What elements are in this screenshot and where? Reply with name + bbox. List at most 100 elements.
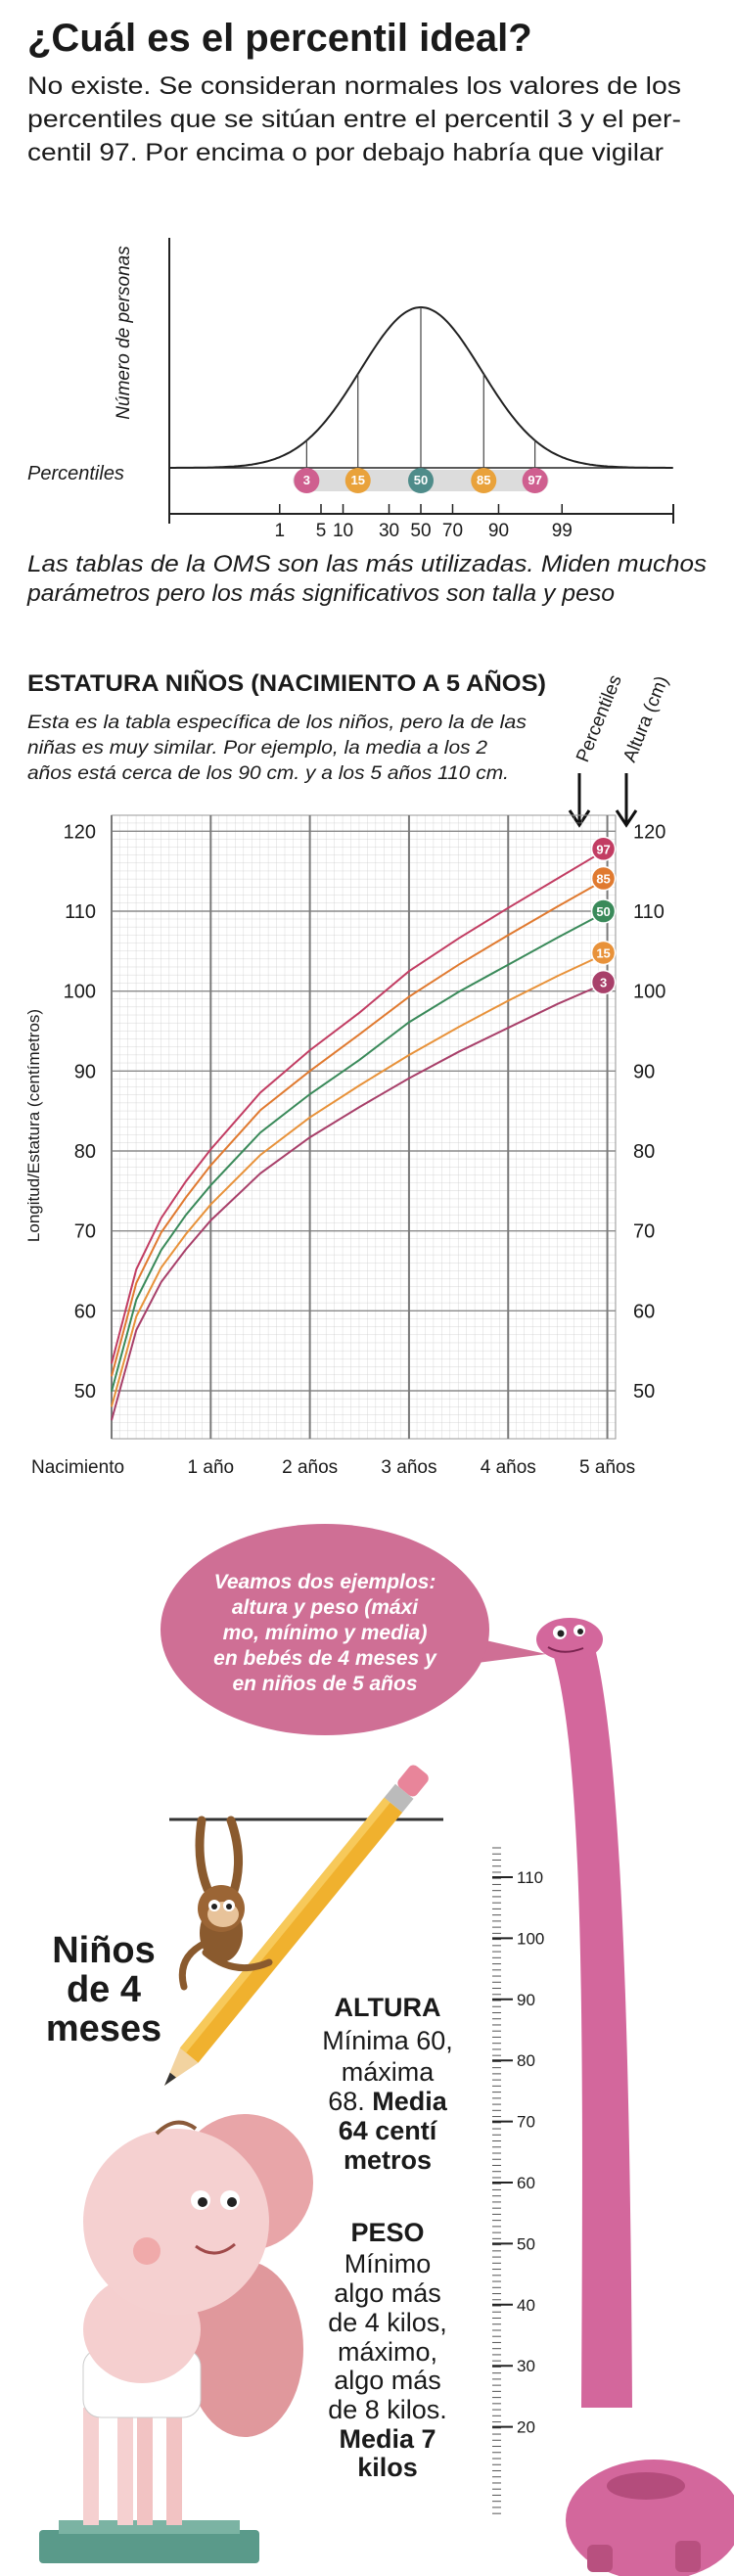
section-heading: meses bbox=[46, 2008, 161, 2049]
series-line bbox=[111, 910, 609, 1393]
chart-title: ESTATURA NIÑOS (NACIMIENTO A 5 AÑOS) bbox=[27, 669, 546, 697]
x-tick-label: 4 años bbox=[481, 1457, 536, 1478]
y-tick-label-right: 60 bbox=[633, 1301, 655, 1322]
series-name: 85 bbox=[596, 872, 610, 887]
description-line: años está cerca de los 90 cm. y a los 5 … bbox=[27, 763, 509, 784]
bubble-line: altura y peso (máxi bbox=[232, 1596, 419, 1619]
peso-heading: PESO bbox=[350, 2218, 424, 2247]
y-tick-label-right: 110 bbox=[633, 901, 665, 923]
band-label: Percentiles bbox=[27, 463, 124, 484]
caption-line: parámetros pero los más significativos s… bbox=[26, 580, 615, 607]
subtitle-line: No existe. Se consideran normales los va… bbox=[27, 72, 681, 100]
dinosaur bbox=[536, 1618, 734, 2576]
y-tick-label: 120 bbox=[64, 821, 96, 843]
page-title: ¿Cuál es el percentil ideal? bbox=[27, 17, 532, 60]
series-line bbox=[111, 848, 609, 1364]
y-tick-label: 60 bbox=[74, 1301, 96, 1322]
x-tick-label: 50 bbox=[410, 521, 431, 541]
peso-emphasis: kilos bbox=[357, 2453, 418, 2482]
percentile-marker bbox=[471, 468, 497, 493]
peso-line: máximo, bbox=[338, 2337, 437, 2367]
ruler-label: 70 bbox=[517, 2113, 535, 2132]
y-tick-label-right: 50 bbox=[633, 1381, 655, 1403]
x-tick-label: 70 bbox=[442, 521, 463, 541]
ruler-label: 110 bbox=[517, 1868, 543, 1887]
y-axis-label: Longitud/Estatura (centímetros) bbox=[24, 1009, 43, 1242]
y-tick-label: 80 bbox=[74, 1141, 96, 1163]
percentile-label: 3 bbox=[303, 473, 310, 487]
ruler bbox=[489, 1860, 523, 2525]
altura-emphasis: 64 centí bbox=[339, 2116, 438, 2145]
series-badge bbox=[590, 898, 617, 924]
percentile-marker bbox=[408, 468, 434, 493]
bubble-line: en bebés de 4 meses y bbox=[213, 1647, 437, 1670]
x-tick-label: 5 años bbox=[579, 1457, 635, 1478]
speech-bubble bbox=[161, 1524, 546, 1735]
series-badge bbox=[590, 940, 617, 966]
x-tick-label: 30 bbox=[379, 521, 399, 541]
peso-line: de 4 kilos, bbox=[328, 2308, 447, 2337]
altura-emphasis: metros bbox=[344, 2145, 432, 2175]
ruler-label: 40 bbox=[517, 2296, 535, 2315]
y-tick-label: 100 bbox=[64, 982, 96, 1003]
ruler-label: 20 bbox=[517, 2418, 535, 2437]
x-tick-label: 5 bbox=[316, 521, 327, 541]
caption-line: Las tablas de la OMS son las más utiliza… bbox=[27, 551, 707, 577]
description-line: niñas es muy similar. Por ejemplo, la me… bbox=[27, 738, 487, 759]
ruler-label: 30 bbox=[517, 2357, 535, 2375]
altura-emphasis: Media bbox=[372, 2087, 448, 2116]
x-tick-label: 90 bbox=[488, 521, 509, 541]
series-badge bbox=[590, 969, 617, 995]
ruler-label: 50 bbox=[517, 2234, 535, 2253]
altura-line-part: 68. bbox=[328, 2087, 365, 2116]
y-tick-label: 70 bbox=[74, 1221, 96, 1243]
baby bbox=[39, 2114, 313, 2563]
peso-line: Mínimo bbox=[344, 2249, 432, 2278]
section-heading: de 4 bbox=[67, 1969, 141, 2010]
y-tick-label: 90 bbox=[74, 1061, 96, 1082]
percentile-label: 50 bbox=[414, 473, 428, 487]
bubble-line: en niños de 5 años bbox=[232, 1673, 417, 1695]
bubble-line: Veamos dos ejemplos: bbox=[214, 1571, 436, 1593]
series-badge bbox=[590, 836, 617, 862]
series-name: 3 bbox=[600, 976, 607, 990]
peso-line: algo más bbox=[334, 2278, 441, 2308]
subtitle-line: centil 97. Por encima o por debajo habrí… bbox=[27, 139, 664, 166]
monkey bbox=[178, 1816, 273, 1991]
x-tick-label: 3 años bbox=[381, 1457, 436, 1478]
series-name: 15 bbox=[596, 945, 610, 960]
altura-line: 68. Media bbox=[328, 2087, 448, 2116]
percentile-marker bbox=[344, 468, 371, 493]
series-badge bbox=[590, 865, 617, 892]
y-tick-label-right: 70 bbox=[633, 1221, 655, 1243]
x-tick-label: Nacimiento bbox=[31, 1457, 124, 1478]
y-tick-label: 110 bbox=[65, 901, 96, 923]
percentile-marker bbox=[522, 468, 548, 493]
arrow bbox=[615, 773, 638, 828]
bubble-line: mo, mínimo y media) bbox=[223, 1622, 428, 1644]
y-tick-label-right: 120 bbox=[633, 821, 665, 843]
ruler-minor-ticks bbox=[492, 1847, 501, 2514]
y-axis-label: Número de personas bbox=[114, 246, 134, 420]
x-tick-label: 1 bbox=[274, 521, 285, 541]
peso-line: de 8 kilos. bbox=[328, 2395, 447, 2424]
plot-area bbox=[111, 814, 617, 1440]
series-name: 50 bbox=[596, 904, 610, 919]
peso-emphasis: Media 7 bbox=[339, 2424, 436, 2454]
series-name: 97 bbox=[596, 842, 610, 856]
y-tick-label-right: 100 bbox=[633, 982, 665, 1003]
ruler-label: 100 bbox=[517, 1929, 544, 1948]
x-tick-label: 2 años bbox=[282, 1457, 338, 1478]
altura-heading: ALTURA bbox=[335, 1993, 441, 2022]
series-line bbox=[111, 951, 609, 1407]
x-tick-label: 99 bbox=[552, 521, 573, 541]
pencil bbox=[164, 1765, 429, 2086]
ruler-label: 80 bbox=[517, 2051, 535, 2070]
y-tick-label-right: 90 bbox=[633, 1061, 655, 1082]
x-tick-label: 10 bbox=[333, 521, 353, 541]
ruler-label: 60 bbox=[517, 2174, 535, 2192]
series-line bbox=[111, 981, 608, 1421]
y-tick-label-right: 80 bbox=[633, 1141, 655, 1163]
altura-line: máxima bbox=[342, 2057, 435, 2087]
